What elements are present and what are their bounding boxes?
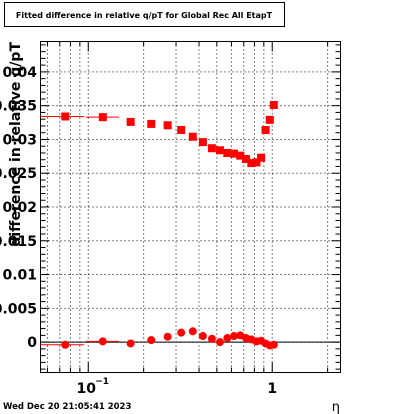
- data-point-circle: [98, 337, 107, 346]
- y-tick-label: 0.035: [0, 99, 37, 115]
- y-axis-label: difference in relative q/pT: [8, 42, 24, 247]
- data-point-square: [147, 119, 156, 128]
- y-tick-label: 0.03: [2, 132, 37, 148]
- y-tick-labels: 0 0.005 0.01 0.015 0.02 0.025 0.03 0.035 0.04: [0, 65, 37, 351]
- data-point-circle: [177, 328, 186, 337]
- data-marks: [40, 100, 278, 350]
- x-tick-label: 1: [267, 381, 277, 397]
- data-point-square: [241, 155, 250, 164]
- data-point-square: [177, 125, 186, 134]
- y-tick-label: 0.02: [2, 200, 37, 216]
- x-tick-label: 10: [77, 381, 97, 397]
- data-point-square: [257, 153, 266, 162]
- data-point-square: [126, 117, 135, 126]
- y-tick-label: 0.015: [0, 234, 37, 250]
- data-point-circle: [61, 340, 70, 349]
- data-point-square: [252, 158, 261, 167]
- data-point-square: [163, 121, 172, 130]
- x-tick-label-exponent: −1: [95, 377, 109, 387]
- data-point-circle: [207, 334, 216, 343]
- data-point-circle: [163, 332, 172, 341]
- data-point-circle: [198, 332, 207, 341]
- data-point-square: [223, 148, 232, 157]
- data-point-square: [230, 149, 239, 158]
- y-tick-label: 0.025: [0, 166, 37, 182]
- data-point-square: [215, 146, 224, 155]
- data-point-square: [247, 159, 256, 168]
- data-point-circle: [223, 334, 232, 343]
- chart-title: Fitted difference in relative q/pT for G…: [16, 11, 273, 20]
- y-tick-label: 0.005: [0, 301, 37, 317]
- data-point-square: [198, 138, 207, 147]
- y-tick-label: 0: [27, 335, 37, 351]
- data-point-square: [265, 115, 274, 124]
- x-axis-label: η: [332, 400, 340, 414]
- axis-ticks: [40, 41, 341, 373]
- data-point-square: [207, 144, 216, 153]
- data-point-circle: [147, 336, 156, 345]
- data-point-circle: [230, 332, 239, 341]
- data-point-square: [61, 112, 70, 121]
- data-point-circle: [188, 327, 197, 336]
- y-tick-label: 0.01: [2, 268, 37, 284]
- data-point-circle: [215, 338, 224, 347]
- y-tick-label: 0.04: [2, 65, 37, 81]
- data-point-circle: [269, 340, 278, 349]
- title-box: [4, 2, 285, 27]
- data-point-square: [98, 113, 107, 122]
- data-point-square: [261, 125, 270, 134]
- x-tick-labels: 10 −1 1: [77, 377, 278, 397]
- data-point-square: [188, 132, 197, 141]
- data-point-square: [236, 151, 245, 160]
- data-point-square: [269, 100, 278, 109]
- data-point-circle: [126, 339, 135, 348]
- timestamp: Wed Dec 20 21:05:41 2023: [3, 402, 131, 412]
- plot-frame: [40, 41, 341, 373]
